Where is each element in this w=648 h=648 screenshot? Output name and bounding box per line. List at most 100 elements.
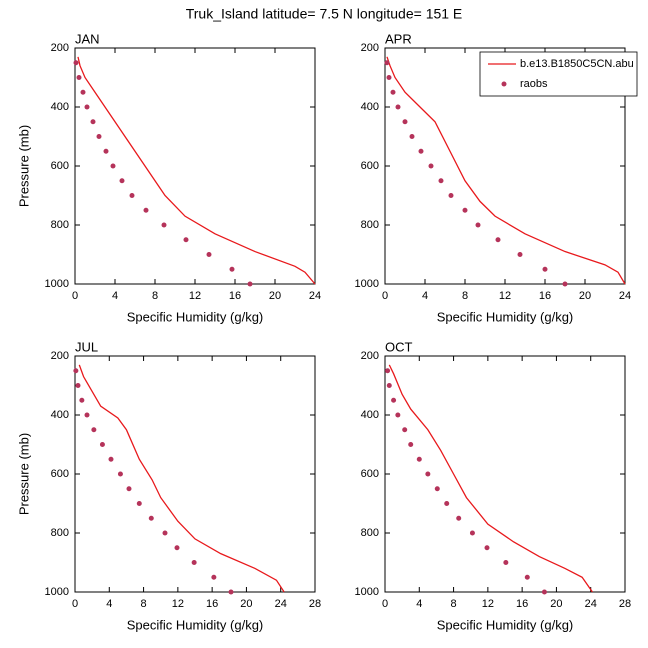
y-tick-label: 200 [361,42,379,54]
x-tick-label: 16 [229,290,241,302]
obs-point [386,75,392,80]
plot-frame [74,355,316,593]
obs-point [469,530,475,536]
x-axis-label: Specific Humidity (g/kg) [437,309,574,324]
legend-swatch [501,81,507,87]
legend-label: raobs [520,78,548,90]
legend-box [479,51,638,97]
panel-title: APR [385,31,412,46]
obs-point [503,560,509,565]
obs-point [99,442,105,447]
obs-point [79,397,85,403]
obs-point [395,104,401,110]
obs-point [395,412,401,418]
obs-point [143,207,149,213]
obs-point [211,574,217,580]
obs-point [206,252,212,257]
y-tick-label: 600 [51,160,69,172]
y-tick-label: 400 [361,409,379,421]
obs-point [456,515,462,521]
x-tick-label: 28 [309,598,321,610]
panel-title: JUL [75,339,98,354]
plot-frame [384,355,626,593]
obs-point [402,119,408,125]
y-tick-label: 400 [51,101,69,113]
obs-point [183,237,189,243]
model-line [77,56,316,285]
obs-point [484,545,490,551]
x-tick-label: 8 [141,598,147,610]
x-tick-label: 20 [579,290,591,302]
y-axis-label: Pressure (mb) [16,125,31,207]
obs-point [126,486,132,492]
obs-point [228,589,234,595]
obs-point [76,75,82,80]
obs-point [161,222,167,228]
obs-point [425,471,431,477]
obs-point [119,178,125,184]
obs-point [542,266,548,272]
x-tick-label: 24 [585,598,597,610]
x-tick-label: 0 [72,598,78,610]
x-axis-label: Specific Humidity (g/kg) [127,309,264,324]
legend-label: b.e13.B1850C5CN.abu [520,58,634,70]
obs-point [524,574,530,580]
y-tick-label: 1000 [45,586,69,598]
obs-point [408,442,414,447]
y-tick-label: 800 [51,219,69,231]
y-tick-label: 400 [361,101,379,113]
panel-title: OCT [385,339,413,354]
obs-point [174,545,180,551]
obs-point [96,134,102,139]
obs-point [162,530,168,536]
obs-point [448,193,454,198]
x-tick-label: 0 [382,290,388,302]
y-tick-label: 200 [361,350,379,362]
obs-point [84,104,90,110]
x-tick-label: 20 [269,290,281,302]
x-tick-label: 20 [550,598,562,610]
obs-point [110,163,116,169]
x-tick-label: 4 [416,598,422,610]
obs-point [475,222,481,228]
y-axis-label: Pressure (mb) [16,433,31,515]
x-tick-label: 16 [516,598,528,610]
obs-point [418,148,424,154]
obs-point [108,456,114,462]
obs-point [444,501,450,506]
obs-point [462,207,468,213]
x-tick-label: 16 [206,598,218,610]
x-tick-label: 4 [112,290,118,302]
obs-point [129,193,135,198]
x-tick-label: 4 [422,290,428,302]
obs-point [562,281,568,287]
y-tick-label: 800 [51,527,69,539]
obs-point [91,427,97,433]
obs-point [495,237,501,243]
x-axis-label: Specific Humidity (g/kg) [437,617,574,632]
x-tick-label: 8 [152,290,158,302]
x-tick-label: 24 [309,290,321,302]
y-tick-label: 200 [51,42,69,54]
obs-point [229,266,235,272]
x-tick-label: 12 [172,598,184,610]
obs-point [541,589,547,595]
y-tick-label: 1000 [355,586,379,598]
model-line [78,364,285,593]
obs-point [384,60,390,66]
x-tick-label: 24 [619,290,631,302]
obs-point [385,368,391,374]
x-tick-label: 20 [240,598,252,610]
y-tick-label: 200 [51,350,69,362]
x-tick-label: 12 [189,290,201,302]
obs-point [402,427,408,433]
obs-point [434,486,440,492]
obs-point [416,456,422,462]
obs-point [148,515,154,521]
x-tick-label: 12 [499,290,511,302]
obs-point [103,148,109,154]
model-line [386,56,626,285]
obs-point [90,119,96,125]
x-tick-label: 0 [382,598,388,610]
